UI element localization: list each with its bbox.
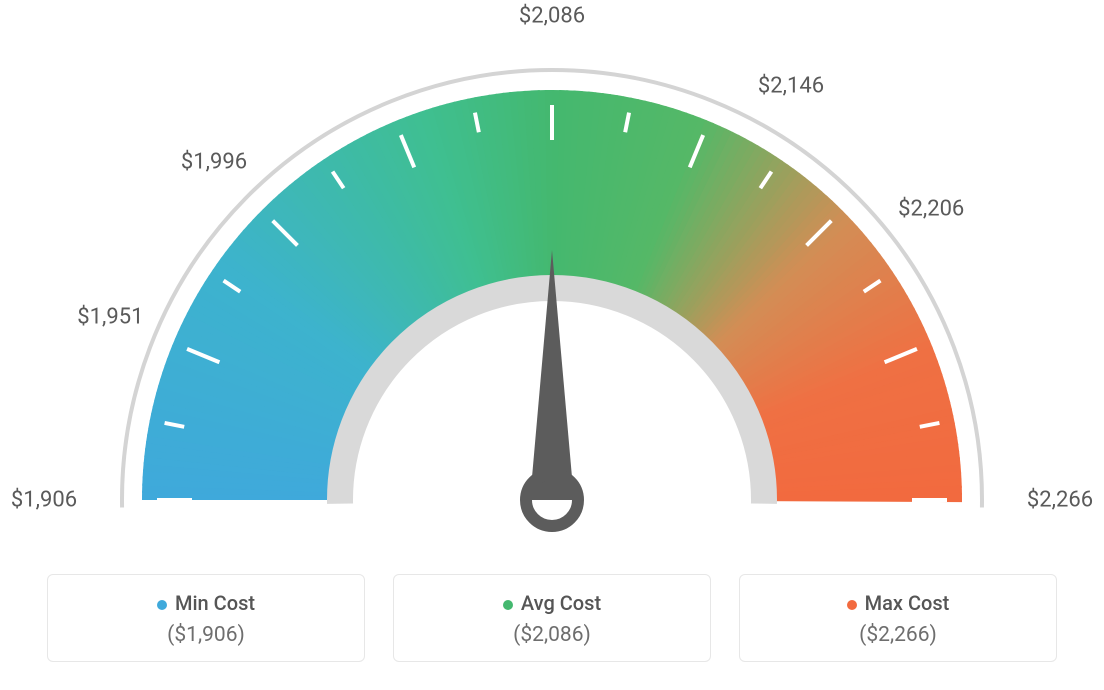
legend-value: ($1,906) [58,623,354,647]
legend-dot-avg [503,600,513,610]
legend-value: ($2,086) [404,623,700,647]
legend-card-avg: Avg Cost ($2,086) [393,574,711,662]
gauge-chart: $1,906 $1,951 $1,996 $2,086 $2,146 $2,206 $2,2… [0,0,1104,560]
legend-label: Min Cost [58,591,354,615]
legend-card-min: Min Cost ($1,906) [47,574,365,662]
gauge-tick-label: $2,206 [898,197,964,222]
legend-dot-max [847,600,857,610]
legend-value: ($2,266) [750,623,1046,647]
legend-card-max: Max Cost ($2,266) [739,574,1057,662]
legend-row: Min Cost ($1,906) Avg Cost ($2,086) Max … [0,574,1104,662]
legend-label-text: Min Cost [175,591,255,615]
gauge-tick-label: $1,951 [77,305,143,330]
gauge-tick-label: $1,996 [181,150,247,175]
legend-label-text: Max Cost [865,591,950,615]
legend-label-text: Avg Cost [521,591,601,615]
gauge-tick-label: $1,906 [11,488,77,513]
legend-label: Max Cost [750,591,1046,615]
gauge-svg [0,0,1104,560]
gauge-tick-label: $2,266 [1027,488,1093,513]
legend-label: Avg Cost [404,591,700,615]
gauge-tick-label: $2,146 [758,74,824,99]
gauge-tick-label: $2,086 [519,4,585,29]
legend-dot-min [157,600,167,610]
